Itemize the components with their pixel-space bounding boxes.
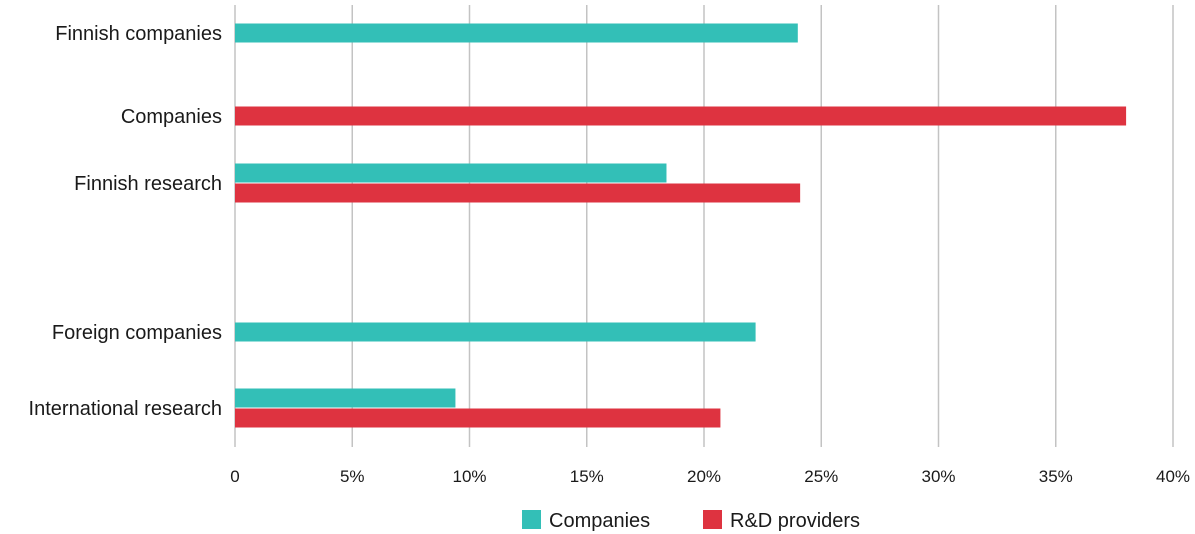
x-tick-label-40: 40% [1156,467,1190,486]
x-tick-label-15: 15% [570,467,604,486]
category-label-0: Finnish companies [55,23,222,45]
legend-label-1: R&D providers [730,510,860,532]
x-tick-label-30: 30% [921,467,955,486]
category-label-2: Finnish research [74,173,222,195]
x-tick-labels: 0 5% 10% 15% 20% 25% 30% 35% 40% [230,467,1190,486]
x-tick-label-0: 0 [230,467,239,486]
legend-swatch-0 [522,510,541,529]
bar-companies-2 [235,163,667,183]
bar-companies-0 [235,23,798,43]
x-tick-label-35: 35% [1039,467,1073,486]
gridlines [234,5,1174,447]
x-tick-label-5: 5% [340,467,365,486]
bar-rd-providers-1 [235,106,1127,126]
category-label-4: International research [29,398,222,420]
bar-rd-providers-2 [235,183,801,203]
category-labels: Finnish companies Companies Finnish resear… [29,23,222,420]
category-label-3: Foreign companies [52,322,222,344]
legend: Companies R&D providers [522,510,860,532]
bar-companies-4 [235,388,456,408]
bar-companies-3 [235,322,756,342]
legend-label-0: Companies [549,510,650,532]
legend-swatch-1 [703,510,722,529]
x-tick-label-25: 25% [804,467,838,486]
x-tick-label-10: 10% [452,467,486,486]
bars [235,23,1127,428]
x-tick-label-20: 20% [687,467,721,486]
bar-rd-providers-4 [235,408,721,428]
category-label-1: Companies [121,106,222,128]
